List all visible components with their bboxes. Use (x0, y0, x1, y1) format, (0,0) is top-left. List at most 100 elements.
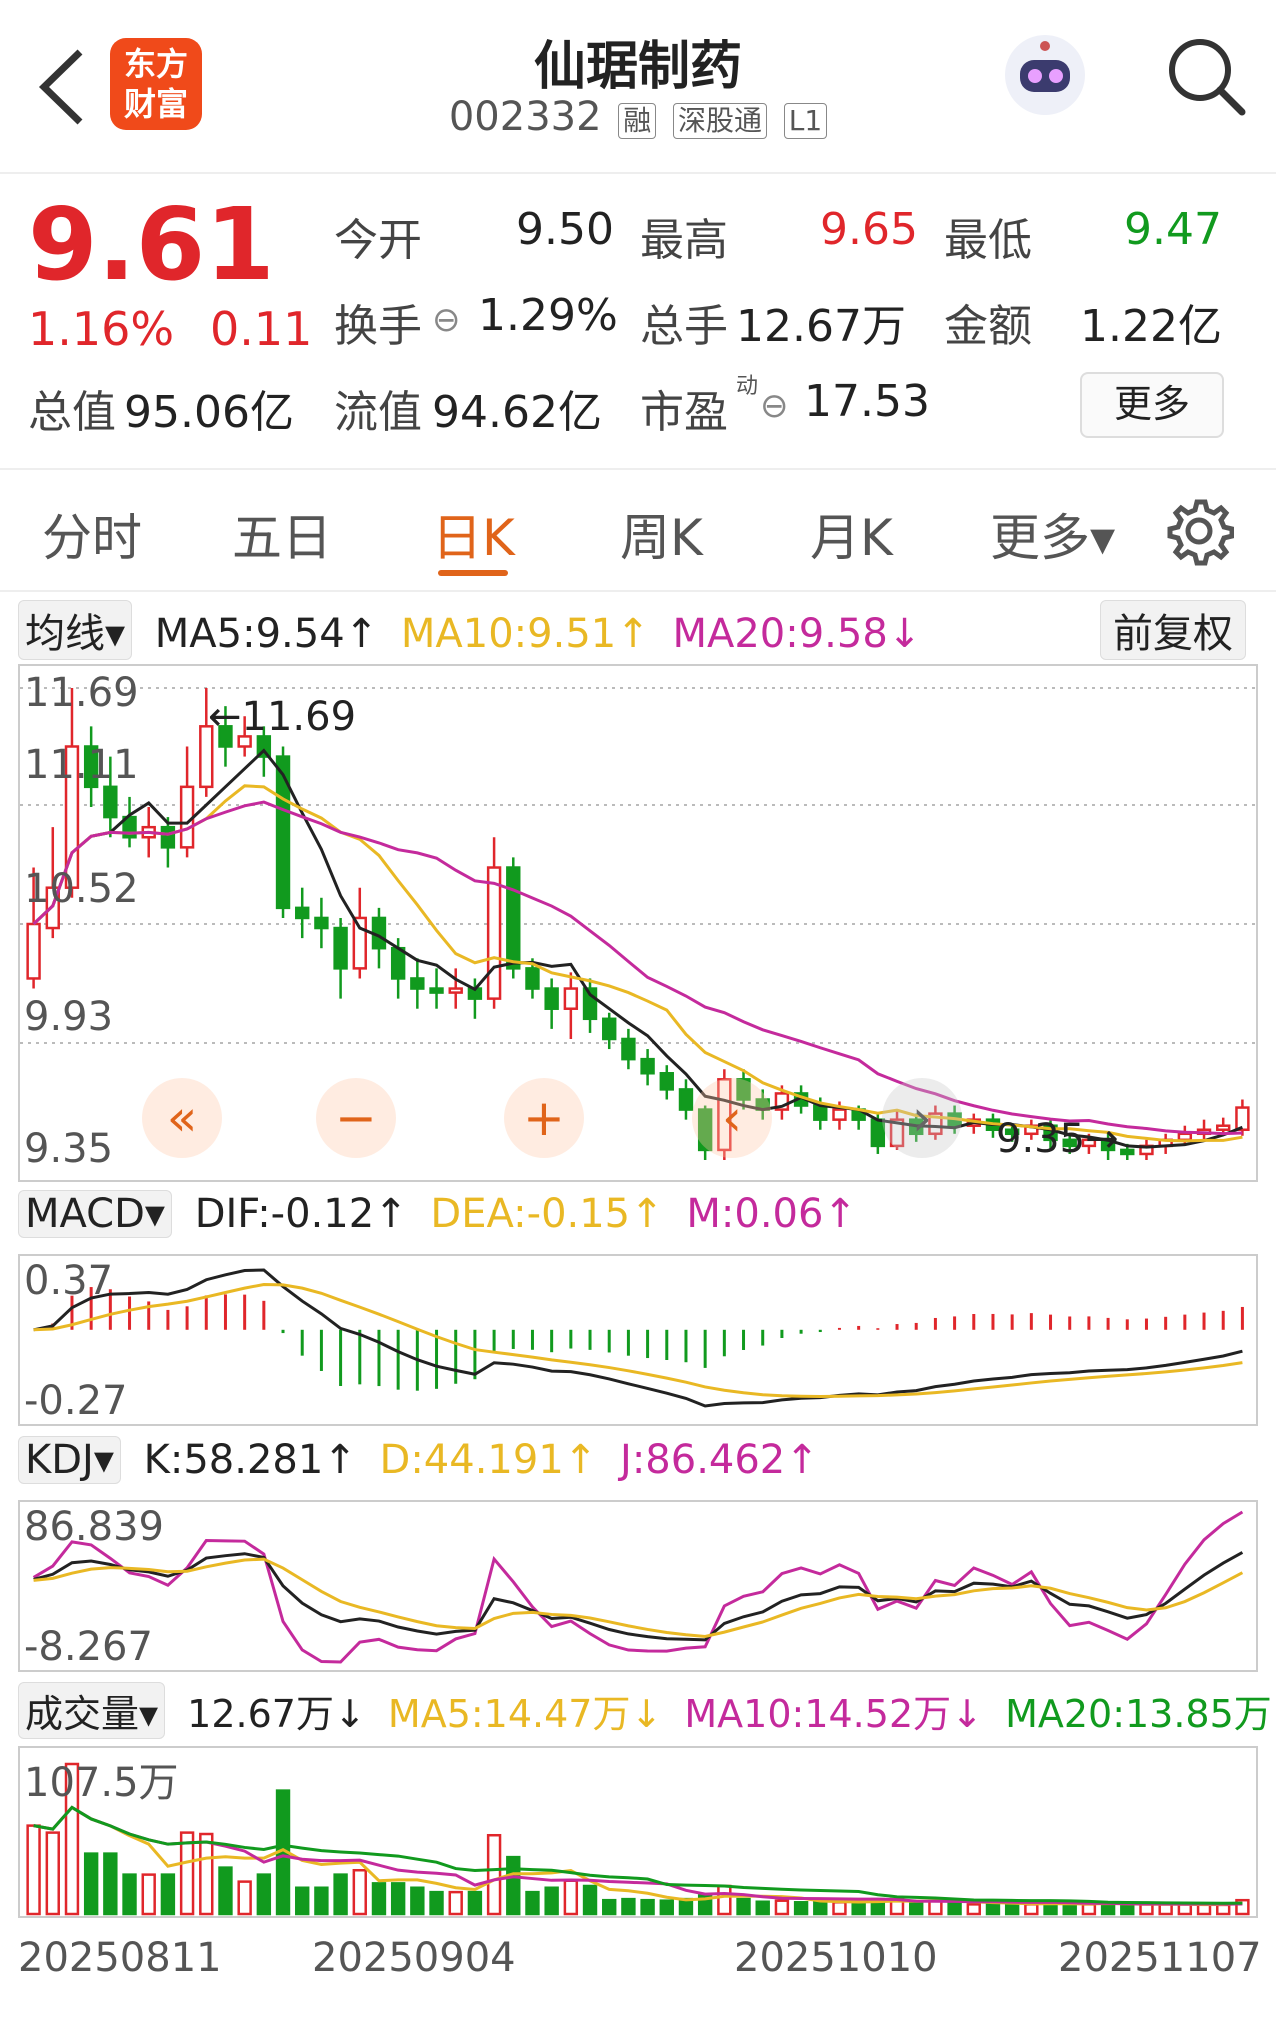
float-cap-value: 94.62亿 (432, 387, 602, 438)
volume-bar (429, 1890, 444, 1916)
pe-value: 17.53 (804, 376, 930, 427)
macd-dropdown[interactable]: MACD▾ (18, 1190, 172, 1238)
ma-indicator-row: 均线▾ MA5:9.54↑ MA10:9.51↑ MA20:9.58↓ (18, 600, 931, 660)
kdj-k: K:58.281↑ (143, 1437, 357, 1483)
volume-bar (909, 1901, 924, 1916)
period-tabs: 分时 五日 日K 周K 月K 更多▾ (0, 468, 1276, 592)
macd-chart[interactable]: 0.37 -0.27 (18, 1254, 1258, 1426)
volume-bar (525, 1890, 540, 1916)
candle-body (678, 1088, 694, 1111)
date-label-1: 20250811 (18, 1935, 222, 1981)
volume-bar (122, 1873, 137, 1916)
volume-dropdown[interactable]: 成交量▾ (18, 1682, 166, 1739)
app-logo: 东方 财富 (110, 38, 202, 130)
volume-bar (793, 1901, 809, 1916)
ma5-value: MA5:9.54↑ (154, 611, 379, 657)
candle-body (333, 926, 348, 970)
candle-body (582, 987, 598, 1021)
market-cap-label: 总值 (28, 387, 116, 438)
ma10-value: MA10:9.51↑ (400, 611, 650, 657)
date-label-2: 20250904 (312, 1935, 516, 1981)
tab-monthly-k[interactable]: 月K (810, 509, 893, 567)
back-button[interactable] (30, 42, 100, 132)
volume-indicator-row: 成交量▾ 12.67万↓ MA5:14.47万↓ MA10:14.52万↓ MA… (18, 1682, 1276, 1739)
volume-bar (1004, 1903, 1020, 1916)
chevron-left-icon (38, 49, 83, 125)
volume-bar (602, 1898, 617, 1916)
scroll-left-button[interactable]: ‹ (692, 1078, 772, 1158)
change-percent: 1.16% (28, 302, 175, 356)
kdj-chart[interactable]: 86.839 -8.267 (18, 1500, 1258, 1672)
vol-ma10-line (33, 1805, 1243, 1906)
volume-value: 12.67万 (736, 301, 906, 352)
volume-bar (352, 1868, 367, 1916)
volume-bar (1158, 1903, 1173, 1916)
volume-bar (1120, 1904, 1135, 1916)
scroll-right-button[interactable]: › (882, 1078, 962, 1158)
candle-body (448, 987, 463, 994)
candle-body (659, 1072, 674, 1091)
volume-bar (966, 1903, 981, 1916)
candle-body (563, 987, 579, 1010)
candle-body (640, 1057, 655, 1075)
active-tab-indicator (438, 570, 508, 576)
y-label-3: 10.52 (24, 866, 139, 912)
tab-more[interactable]: 更多▾ (990, 509, 1116, 567)
volume-bar (774, 1899, 790, 1916)
candle-body (736, 1078, 751, 1101)
tab-intraday[interactable]: 分时 (42, 509, 142, 567)
open-label: 今开 (334, 215, 422, 266)
candle-body (544, 987, 559, 1010)
macd-m: M:0.06↑ (686, 1191, 857, 1237)
volume-chart[interactable]: 107.5万 (18, 1746, 1258, 1918)
stock-name: 仙琚制药 (533, 37, 742, 97)
candle-body (26, 922, 41, 980)
candle-body (1062, 1138, 1077, 1148)
candle-body (1177, 1132, 1193, 1142)
volume-bar (141, 1873, 156, 1916)
open-value: 9.50 (516, 204, 614, 255)
more-button[interactable]: 更多 (1080, 372, 1224, 438)
high-value: 9.65 (820, 204, 918, 255)
settings-button[interactable] (1164, 496, 1235, 566)
gear-icon (1167, 499, 1235, 566)
volume-bar (755, 1900, 770, 1916)
candle-body (928, 1112, 943, 1136)
adjust-mode-button[interactable]: 前复权 (1100, 600, 1246, 660)
kdj-dropdown[interactable]: KDJ▾ (18, 1436, 121, 1484)
dif-line (33, 1268, 1243, 1408)
zoom-out-button[interactable]: − (316, 1078, 396, 1158)
last-price: 9.61 (28, 186, 275, 303)
volume-svg (26, 1762, 1250, 1916)
candle-body (429, 987, 444, 994)
candle-body (83, 745, 99, 789)
volume-bar (237, 1880, 252, 1916)
scroll-far-left-button[interactable]: « (142, 1078, 222, 1158)
badge-connect: 深股通 (673, 103, 768, 139)
tab-five-day[interactable]: 五日 (232, 509, 332, 567)
ma10-line (32, 784, 1243, 1143)
candle-body (199, 725, 214, 789)
volume-bar (83, 1852, 99, 1916)
volume-bar (659, 1899, 674, 1916)
candle-body (103, 785, 118, 819)
volume-ma20: MA20:13.85万↓ (1005, 1692, 1276, 1736)
volume-bar (1024, 1903, 1039, 1916)
candle-body (1235, 1106, 1250, 1131)
robot-assistant-icon[interactable] (1000, 30, 1090, 120)
zoom-in-button[interactable]: + (504, 1078, 584, 1158)
candle-body (832, 1108, 847, 1121)
info-icon[interactable]: ⊖ (760, 386, 789, 426)
info-icon[interactable]: ⊖ (432, 300, 461, 340)
ma20-value: MA20:9.58↓ (672, 611, 922, 657)
volume-label: 总手 (640, 301, 728, 352)
tab-weekly-k[interactable]: 周K (620, 509, 703, 567)
tab-daily-k[interactable]: 日K (432, 509, 515, 567)
kdj-indicator-row: KDJ▾ K:58.281↑ D:44.191↑ J:86.462↑ (18, 1436, 829, 1484)
search-button[interactable] (1160, 30, 1250, 120)
volume-bar (64, 1762, 80, 1916)
kline-chart[interactable]: 11.69 11.11 10.52 9.93 9.35 ←11.69 9.35→… (18, 664, 1258, 1182)
candle-body (295, 906, 310, 920)
ma-dropdown[interactable]: 均线▾ (18, 600, 133, 660)
kdj-y-bottom: -8.267 (24, 1624, 153, 1670)
